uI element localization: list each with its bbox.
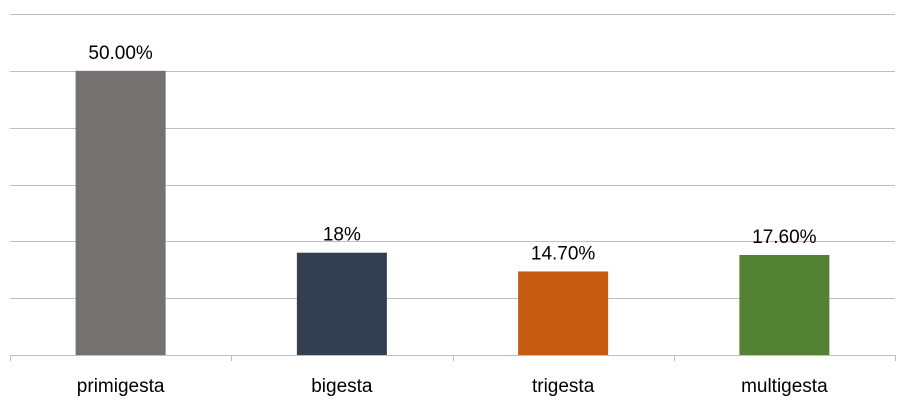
bar-multigesta	[739, 254, 830, 355]
data-labels: 50.00% 18% 14.70% 17.60%	[88, 43, 816, 265]
data-label-primigesta: 50.00%	[88, 43, 153, 64]
data-label-bigesta: 18%	[323, 225, 361, 246]
x-tick-trigesta: trigesta	[532, 376, 595, 397]
data-label-trigesta: 14.70%	[531, 243, 596, 264]
bar-trigesta	[518, 271, 609, 355]
x-tick-labels: primigesta bigesta trigesta multigesta	[77, 376, 828, 397]
data-label-multigesta: 17.60%	[752, 227, 817, 248]
bars	[75, 70, 830, 355]
x-axis	[10, 355, 896, 361]
x-tick-multigesta: multigesta	[741, 376, 828, 397]
bar-primigesta	[75, 70, 166, 355]
bar-bigesta	[296, 252, 387, 355]
x-tick-primigesta: primigesta	[77, 376, 165, 397]
x-tick-bigesta: bigesta	[311, 376, 373, 397]
